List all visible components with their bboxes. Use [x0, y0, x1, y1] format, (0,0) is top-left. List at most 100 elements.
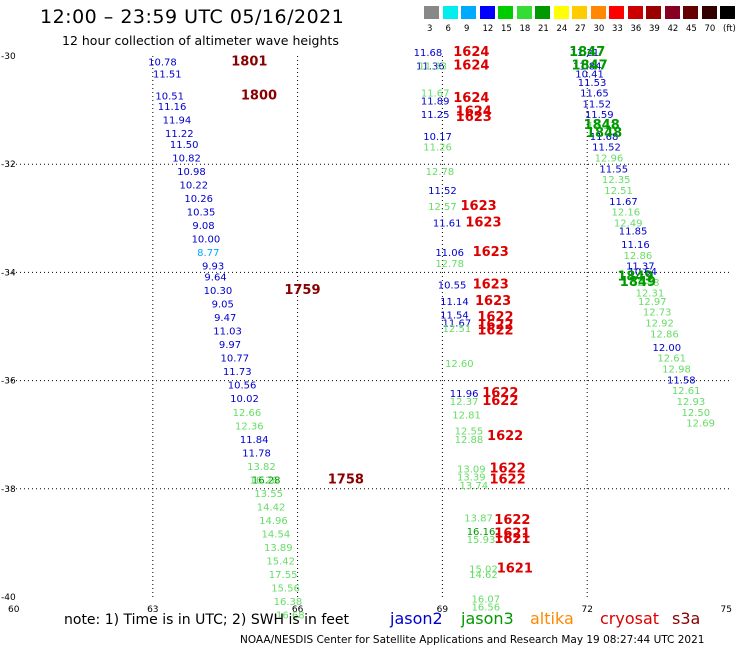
- wave-height-label: 9.64: [204, 273, 226, 284]
- time-label: 1622: [489, 472, 525, 487]
- wave-height-label: 11.65: [580, 89, 609, 100]
- time-label: 1621: [494, 532, 530, 547]
- wave-height-label: 11.03: [213, 327, 242, 338]
- wave-height-label: 13.74: [459, 481, 488, 492]
- color-scale-cell: [720, 6, 735, 19]
- wave-height-label: 13.09: [457, 465, 486, 476]
- wave-height-label: 11.55: [599, 164, 628, 175]
- wave-height-label: 10.55: [438, 281, 467, 292]
- wave-height-label: 12.69: [686, 419, 715, 430]
- wave-height-label: 10.30: [204, 286, 233, 297]
- wave-height-label: 14.62: [469, 570, 498, 581]
- color-scale-cell: [479, 6, 495, 19]
- color-scale-label: 39: [649, 24, 660, 34]
- axis-tick-labels: 60 63 66 69 72 75 -30 -32 -34 -36 -38 -40: [1, 52, 732, 615]
- time-label: 1800: [241, 88, 277, 103]
- x-tick-label: 66: [292, 605, 304, 615]
- wave-height-label: 11.54: [440, 310, 469, 321]
- legend-jason3: jason3: [461, 609, 514, 628]
- wave-height-label: 11.68: [414, 48, 443, 59]
- color-scale-cell: [516, 6, 532, 19]
- wave-height-labels: 10.7811.5110.5111.1611.9411.2211.5010.82…: [148, 45, 715, 622]
- wave-height-label: 10.26: [184, 194, 213, 205]
- time-label: 1849: [620, 275, 656, 290]
- wave-height-label: 10.82: [172, 153, 201, 164]
- color-scale-cell: [553, 6, 569, 19]
- wave-height-label: 12.33: [587, 121, 616, 132]
- wave-height-label: 12.37: [450, 397, 479, 408]
- color-scale-cell: [535, 6, 550, 19]
- wave-height-label: 11.84: [240, 435, 269, 446]
- wave-height-label: 10.17: [423, 132, 452, 143]
- color-scale-label: 70: [704, 24, 716, 34]
- wave-height-label: 10.02: [230, 394, 259, 405]
- wave-height-label: 11.59: [585, 110, 614, 121]
- color-scale-label: (ft): [723, 24, 736, 34]
- wave-height-label: 13.89: [264, 543, 293, 554]
- color-scale-label: 12: [482, 24, 494, 34]
- time-label: 1622: [477, 310, 513, 325]
- color-scale-cell: [424, 6, 439, 19]
- wave-height-label: 11.36: [416, 62, 445, 73]
- wave-height-label: 12.48: [631, 278, 660, 289]
- wave-height-label: 16.28: [252, 475, 281, 486]
- legend-s3a: s3a: [672, 609, 701, 628]
- wave-height-label: 12.97: [638, 297, 667, 308]
- wave-height-label: 10.35: [187, 208, 216, 219]
- color-scale-label: 3: [427, 24, 433, 34]
- wave-height-label: 10.22: [180, 181, 209, 192]
- wave-height-label: 12.55: [455, 427, 484, 438]
- time-label: 1623: [475, 294, 511, 309]
- wave-height-label: 12.73: [643, 308, 672, 319]
- wave-height-label: 11.67: [609, 197, 638, 208]
- wave-height-label: 9.05: [212, 300, 234, 311]
- wave-height-label: 12.78: [426, 167, 455, 178]
- y-tick-label: -32: [1, 160, 16, 170]
- wave-height-label: 12.81: [452, 410, 481, 421]
- time-label: 1622: [487, 429, 523, 444]
- color-scale-label: 33: [612, 24, 623, 34]
- y-tick-label: -38: [1, 485, 16, 495]
- time-label: 1622: [482, 386, 518, 401]
- credit-line: NOAA/NESDIS Center for Satellite Applica…: [240, 634, 705, 646]
- wave-height-label: 11.94: [163, 116, 192, 127]
- wave-height-label: 16.56: [472, 603, 501, 614]
- wave-height-label: 11.61: [433, 218, 462, 229]
- time-label: 1849: [617, 270, 653, 285]
- time-label: 1621: [497, 562, 533, 577]
- wave-height-label: 12.92: [645, 319, 674, 330]
- time-label: 1801: [231, 55, 267, 70]
- wave-height-label: 12.00: [653, 343, 682, 354]
- wave-height-label: 12.93: [677, 397, 706, 408]
- wave-height-label: 12.50: [681, 408, 710, 419]
- time-label: 1848: [586, 126, 622, 141]
- x-tick-label: 60: [8, 605, 20, 615]
- wave-height-label: 11.50: [170, 140, 199, 151]
- wave-height-label: 15.93: [467, 535, 496, 546]
- wave-height-label: 16.16: [467, 527, 496, 538]
- wave-height-label: 9.08: [192, 221, 214, 232]
- wave-height-label: 12.36: [235, 421, 264, 432]
- time-label: 1758: [328, 472, 364, 487]
- wave-height-label: 11.51: [153, 70, 182, 81]
- wave-height-label: 11.89: [421, 97, 450, 108]
- wave-height-label: 12.31: [636, 289, 665, 300]
- wave-height-label: 11.52: [583, 99, 612, 110]
- wave-height-label: 15.02: [469, 565, 498, 576]
- time-label: 1624: [453, 59, 489, 74]
- wave-height-label: 11.14: [440, 297, 469, 308]
- wave-height-label: 11.67: [443, 319, 472, 330]
- wave-height-label: 10.64: [628, 267, 657, 278]
- wave-height-label: 12.78: [435, 259, 464, 270]
- wave-height-label: 13.87: [464, 513, 493, 524]
- wave-height-label: 11.53: [578, 78, 607, 89]
- time-label: 1622: [482, 394, 518, 409]
- wave-height-label: 12.49: [614, 218, 643, 229]
- color-scale-cell: [498, 6, 513, 19]
- wave-height-label: 12.35: [602, 175, 631, 186]
- color-scale-cell: [461, 6, 476, 19]
- wave-height-label: 11.33: [418, 62, 447, 73]
- time-label: 1623: [473, 278, 509, 293]
- wave-height-label: 12.61: [672, 386, 701, 397]
